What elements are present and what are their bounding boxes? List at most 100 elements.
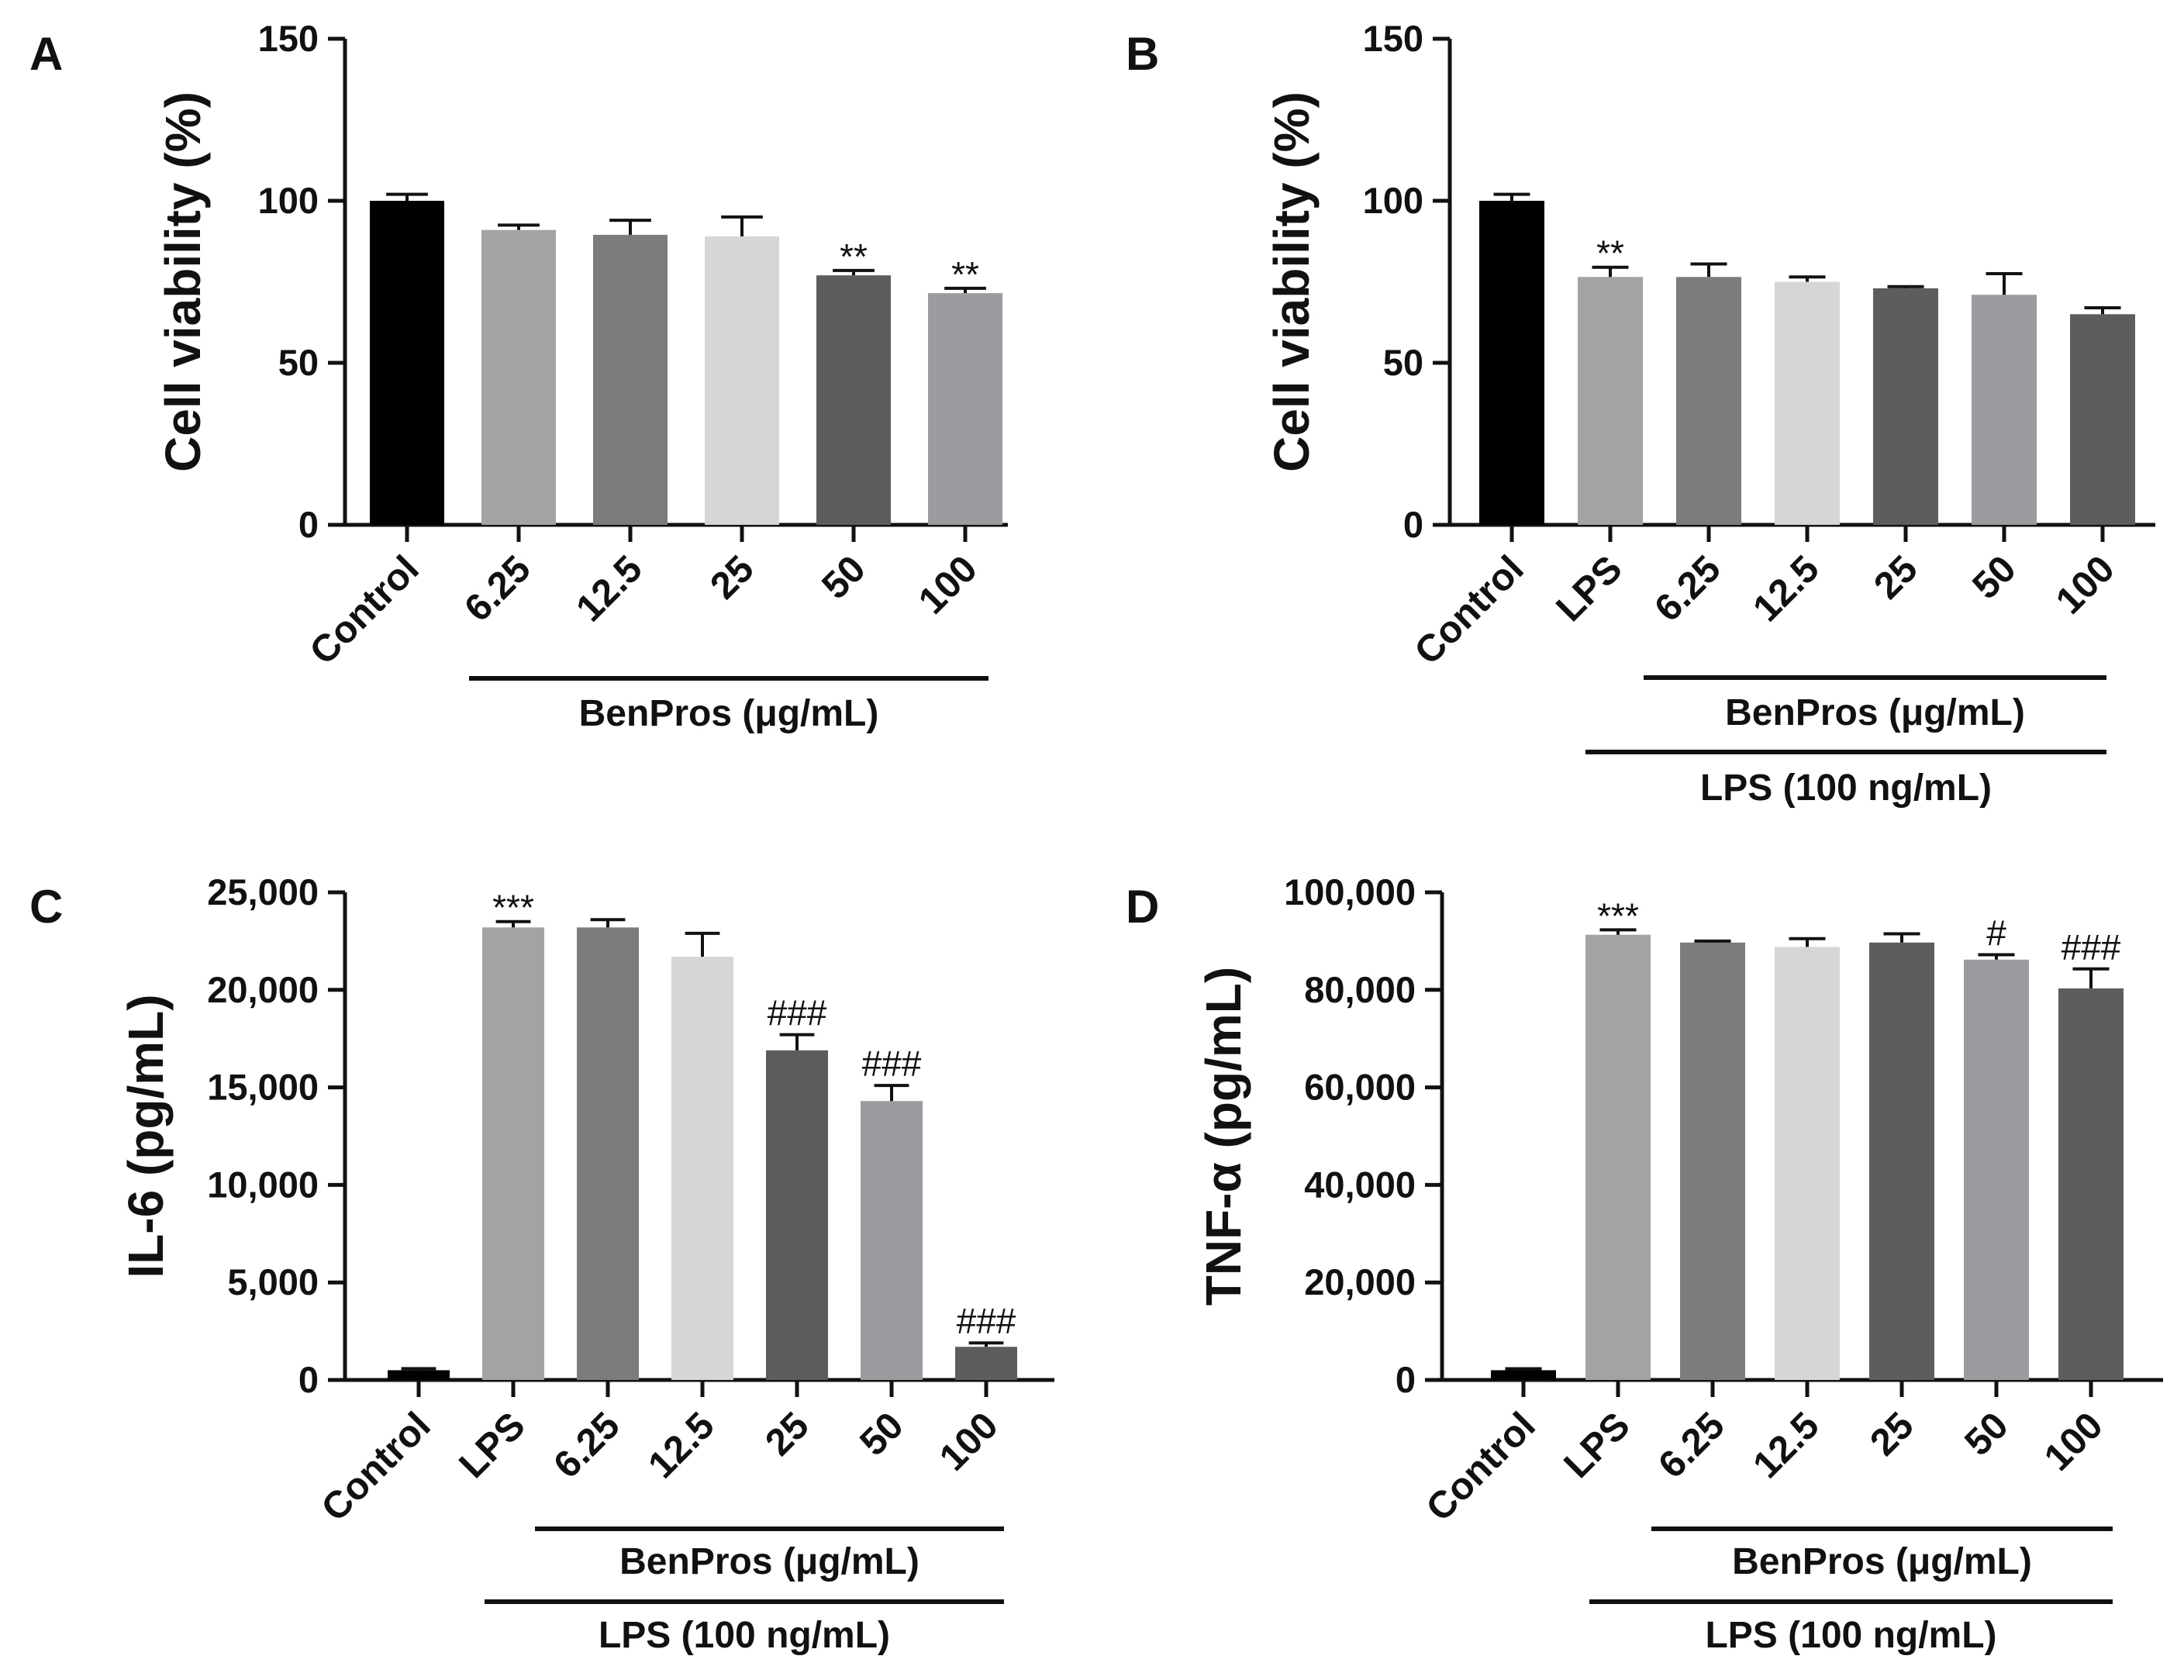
category-label: 100 [911,548,985,623]
significance-label: ** [840,236,868,277]
bar [671,957,733,1380]
y-tick-label: 0 [1396,1359,1416,1400]
significance-label: ### [2062,927,2121,968]
category-label: 100 [2048,548,2123,623]
bar [370,201,444,525]
bar [1964,959,2029,1380]
category-label: 6.25 [457,548,539,630]
group-label: BenPros (μg/mL) [579,693,879,734]
significance-label: ### [862,1044,922,1084]
y-tick-label: 100 [1363,180,1423,221]
group-label: BenPros (μg/mL) [1732,1541,2032,1582]
y-tick-label: 50 [1383,342,1423,383]
category-label: 100 [2037,1405,2111,1479]
category-label: Control [313,1405,438,1530]
bar [1680,942,1745,1380]
y-tick-label: 100 [258,180,319,221]
y-axis-title: Cell viability (%) [155,91,211,472]
bar [1873,288,1938,525]
y-tick-label: 20,000 [207,969,319,1010]
y-tick-label: 10,000 [207,1164,319,1205]
bar [388,1370,450,1380]
category-label: 50 [1957,1405,2017,1464]
category-label: Control [302,548,426,673]
bar [2058,988,2124,1380]
panel-label: C [29,881,63,933]
category-label: 6.25 [1651,1405,1733,1487]
group-label: BenPros (μg/mL) [1725,692,2025,733]
y-tick-label: 60,000 [1304,1067,1416,1108]
panel-label: D [1126,881,1159,933]
category-label: 12.5 [640,1405,723,1487]
category-label: LPS [1556,1405,1638,1487]
chart-panel-c: C IL-6 (pg/mL) 0 5,000 10,000 15,000 20,000 25,… [29,871,1054,1656]
y-tick-label: 50 [278,342,319,383]
significance-label: ** [951,254,979,295]
y-tick-label: 40,000 [1304,1164,1416,1205]
bar [482,927,544,1380]
y-tick-label: 20,000 [1304,1261,1416,1302]
y-axis-title: IL-6 (pg/mL) [118,994,174,1278]
y-tick-label: 100,000 [1284,871,1416,912]
y-tick-label: 15,000 [207,1067,319,1108]
category-label: 6.25 [546,1405,628,1487]
category-label: 25 [1862,1405,1922,1464]
chart-panel-a: A Cell viability (%) 0 50 100 150 Control 6.25 1… [29,18,1008,734]
category-label: 100 [932,1405,1006,1479]
chart-panel-d: D TNF-α (pg/mL) 0 20,000 40,000 60,000 80,000 1… [1126,871,2163,1656]
y-tick-label: 80,000 [1304,969,1416,1010]
bar [481,229,556,525]
bar [1775,947,1840,1380]
bar [1775,281,1840,525]
significance-label: ### [768,993,827,1033]
group-label: LPS (100 ng/mL) [1700,768,1992,809]
bar [1491,1370,1556,1380]
significance-label: *** [492,888,534,928]
category-label: 25 [757,1405,817,1464]
category-label: 12.5 [1745,1405,1827,1487]
significance-label: # [1986,913,2006,954]
group-label: LPS (100 ng/mL) [599,1615,890,1656]
category-label: 50 [1965,548,2024,608]
category-label: LPS [451,1405,533,1487]
bar [593,234,668,525]
bar [705,236,779,525]
y-tick-label: 150 [258,18,319,59]
significance-label: ** [1596,233,1624,274]
bar [2070,314,2135,525]
category-label: Control [1406,548,1531,673]
panel-label: B [1126,28,1159,80]
bar [1585,934,1651,1380]
y-tick-label: 5,000 [227,1261,319,1302]
y-tick-label: 0 [298,504,319,545]
category-label: 25 [702,548,762,608]
category-label: 12.5 [568,548,650,630]
group-label: LPS (100 ng/mL) [1705,1615,1996,1656]
bar [1578,277,1643,525]
group-label: BenPros (μg/mL) [619,1541,919,1582]
bar [816,275,891,525]
y-tick-label: 0 [1403,504,1423,545]
y-tick-label: 0 [298,1359,319,1400]
bar [955,1347,1017,1380]
category-label: Control [1418,1405,1543,1530]
chart-panel-b: B Cell viability (%) 0 50 100 150 Control ** LPS… [1126,18,2155,809]
bar [1676,277,1741,525]
bar [861,1101,923,1380]
y-tick-label: 25,000 [207,871,319,912]
y-axis-title: TNF-α (pg/mL) [1196,967,1251,1306]
panel-label: A [29,28,63,80]
y-axis-title: Cell viability (%) [1264,91,1320,472]
bar [1869,942,1934,1380]
category-label: 12.5 [1745,548,1827,630]
category-label: LPS [1548,548,1630,630]
category-label: 50 [852,1405,912,1464]
category-label: 6.25 [1647,548,1729,630]
bar [766,1050,828,1380]
bar [928,293,1002,525]
significance-label: ### [957,1301,1016,1341]
bar [577,927,639,1380]
category-label: 25 [1866,548,1926,608]
category-label: 50 [814,548,874,608]
